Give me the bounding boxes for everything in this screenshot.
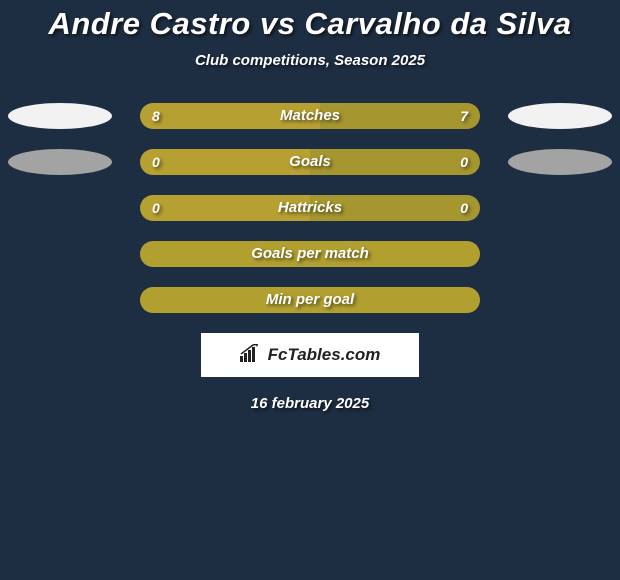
chart-growth-icon [240, 344, 262, 367]
stat-bar-right [310, 195, 480, 221]
stat-bar [140, 241, 480, 267]
stat-row: Min per goal [0, 287, 620, 313]
logo-badge: FcTables.com [201, 333, 419, 377]
stat-row: Matches87 [0, 103, 620, 129]
stat-bar [140, 195, 480, 221]
stat-bar-left [140, 287, 480, 313]
stat-bar-left [140, 241, 480, 267]
player-right-marker [508, 149, 612, 175]
player-left-marker [8, 103, 112, 129]
stat-bar-right [320, 103, 480, 129]
stat-bar-left [140, 149, 310, 175]
stat-row: Hattricks00 [0, 195, 620, 221]
stat-rows: Matches87 Goals00 Hattricks00 Goals per mat… [0, 103, 620, 313]
player-left-marker [8, 149, 112, 175]
logo-text: FcTables.com [268, 345, 381, 365]
stat-bar [140, 103, 480, 129]
stat-bar-left [140, 103, 320, 129]
page-title: Andre Castro vs Carvalho da Silva [0, 6, 620, 42]
stat-bar-right [310, 149, 480, 175]
subtitle: Club competitions, Season 2025 [0, 52, 620, 69]
stat-row: Goals per match [0, 241, 620, 267]
comparison-infographic: Andre Castro vs Carvalho da Silva Club c… [0, 0, 620, 580]
stat-row: Goals00 [0, 149, 620, 175]
stat-bar [140, 287, 480, 313]
player-right-marker [508, 103, 612, 129]
stat-bar [140, 149, 480, 175]
date-text: 16 february 2025 [0, 395, 620, 412]
stat-bar-left [140, 195, 310, 221]
